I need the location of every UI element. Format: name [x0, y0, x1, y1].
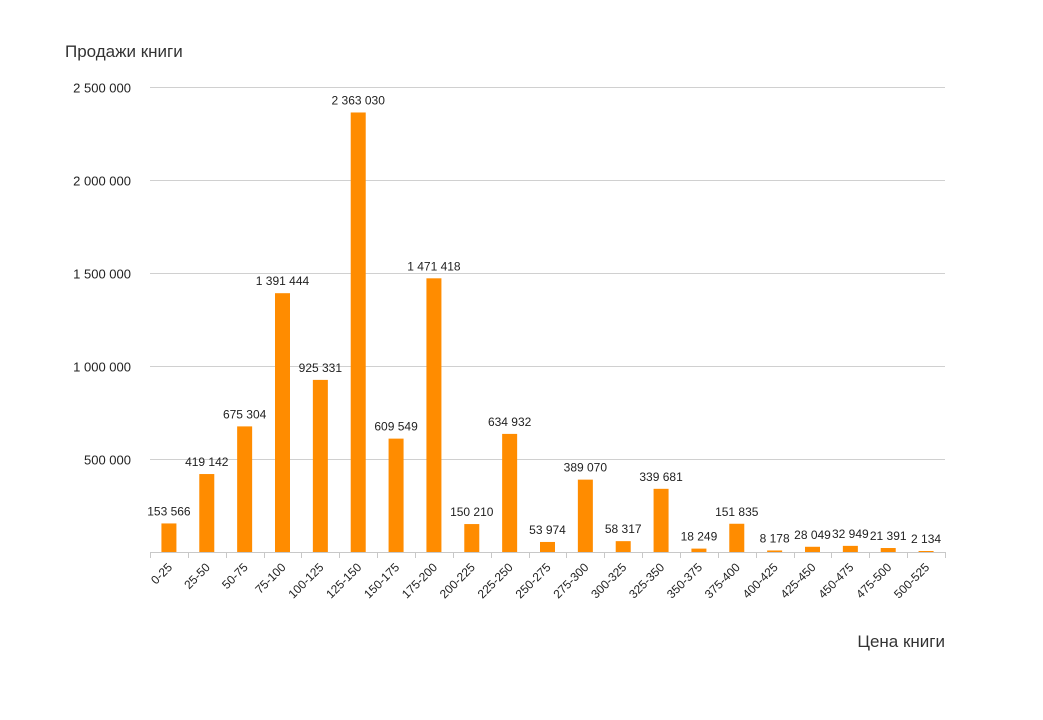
bar-175-200: [426, 278, 442, 552]
x-tick-label: 475-500: [853, 560, 894, 601]
data-label-50-75: 675 304: [223, 407, 267, 421]
y-tick-label: 2 000 000: [73, 174, 131, 189]
data-label-125-150: 2 363 030: [332, 93, 386, 107]
x-tick-label: 375-400: [702, 560, 743, 601]
bar-250-275: [540, 541, 555, 552]
data-label-400-425: 8 178: [760, 531, 790, 545]
x-tick-label: 325-350: [626, 560, 667, 601]
bar-350-375: [691, 548, 707, 552]
x-tick-label: 250-275: [513, 560, 554, 601]
bar-275-300: [577, 479, 593, 552]
bar-325-350: [653, 488, 669, 552]
bar-75-100: [275, 293, 290, 552]
chart-title: Продажи книги: [65, 42, 183, 61]
bar-225-250: [502, 433, 518, 552]
x-tick-label: 25-50: [181, 560, 213, 592]
x-tick-label: 225-250: [475, 560, 516, 601]
data-labels: 153 566 419 142 675 304 1 391 444 925 331 2 3…: [147, 93, 941, 546]
bar-100-125: [312, 379, 328, 552]
x-tick-label: 425-450: [778, 560, 819, 601]
data-label-200-225: 150 210: [450, 505, 494, 519]
data-label-25-50: 419 142: [185, 455, 229, 469]
data-label-375-400: 151 835: [715, 505, 759, 519]
x-axis-label: Цена книги: [857, 632, 945, 651]
data-label-225-250: 634 932: [488, 415, 532, 429]
data-label-325-350: 339 681: [639, 470, 683, 484]
data-label-0-25: 153 566: [147, 504, 191, 518]
y-tick-label: 1 500 000: [73, 267, 131, 282]
bar-475-500: [880, 548, 896, 552]
data-label-75-100: 1 391 444: [256, 274, 310, 288]
data-label-425-450: 28 049: [794, 528, 831, 542]
x-tick-label: 275-300: [550, 560, 591, 601]
data-label-100-125: 925 331: [299, 361, 343, 375]
data-label-350-375: 18 249: [681, 530, 718, 544]
x-axis-ticks: 0-25 25-50 50-75 75-100100-125125-150150-17…: [148, 560, 932, 601]
bar-125-150: [350, 112, 366, 553]
x-tick-label: 200-225: [437, 560, 478, 601]
data-label-275-300: 389 070: [564, 461, 608, 475]
data-label-150-175: 609 549: [374, 420, 418, 434]
bar-450-475: [842, 545, 858, 552]
data-label-175-200: 1 471 418: [407, 259, 461, 273]
data-label-500-525: 2 134: [911, 532, 941, 546]
x-tick-label: 450-475: [815, 560, 856, 601]
data-label-300-325: 58 317: [605, 522, 642, 536]
y-axis-ticks: 500 000 1 000 000 1 500 000 2 000 000 2 500 …: [73, 81, 131, 468]
x-tick-label: 175-200: [399, 560, 440, 601]
data-label-475-500: 21 391: [870, 529, 907, 543]
bar-375-400: [729, 523, 745, 552]
bar-200-225: [464, 524, 480, 552]
bar-300-325: [615, 541, 631, 552]
data-label-250-275: 53 974: [529, 523, 566, 537]
x-tick-label: 0-25: [148, 560, 175, 587]
bar-0-25: [161, 523, 177, 552]
bar-425-450: [805, 546, 820, 552]
x-tick-label: 150-175: [361, 560, 402, 601]
bars: [161, 112, 934, 553]
x-tick-label: 50-75: [219, 560, 251, 592]
x-tick-label: 300-325: [588, 560, 629, 601]
bar-50-75: [237, 426, 253, 552]
y-tick-label: 2 500 000: [73, 81, 131, 96]
bar-25-50: [199, 474, 215, 552]
bar-400-425: [767, 550, 783, 552]
x-tick-label: 75-100: [252, 560, 289, 597]
bar-500-525: [918, 551, 934, 552]
gridlines: [150, 87, 946, 558]
x-tick-label: 500-525: [891, 560, 932, 601]
x-tick-label: 400-425: [740, 560, 781, 601]
data-label-450-475: 32 949: [832, 527, 869, 541]
x-tick-label: 350-375: [664, 560, 705, 601]
y-tick-label: 500 000: [84, 453, 131, 468]
x-tick-label: 100-125: [285, 560, 326, 601]
bar-150-175: [388, 438, 404, 552]
y-tick-label: 1 000 000: [73, 360, 131, 375]
x-tick-label: 125-150: [323, 560, 364, 601]
